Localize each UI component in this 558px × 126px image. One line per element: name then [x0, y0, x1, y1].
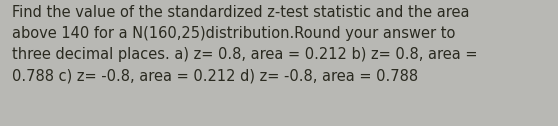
- Text: Find the value of the standardized z-test statistic and the area
above 140 for a: Find the value of the standardized z-tes…: [12, 5, 478, 83]
